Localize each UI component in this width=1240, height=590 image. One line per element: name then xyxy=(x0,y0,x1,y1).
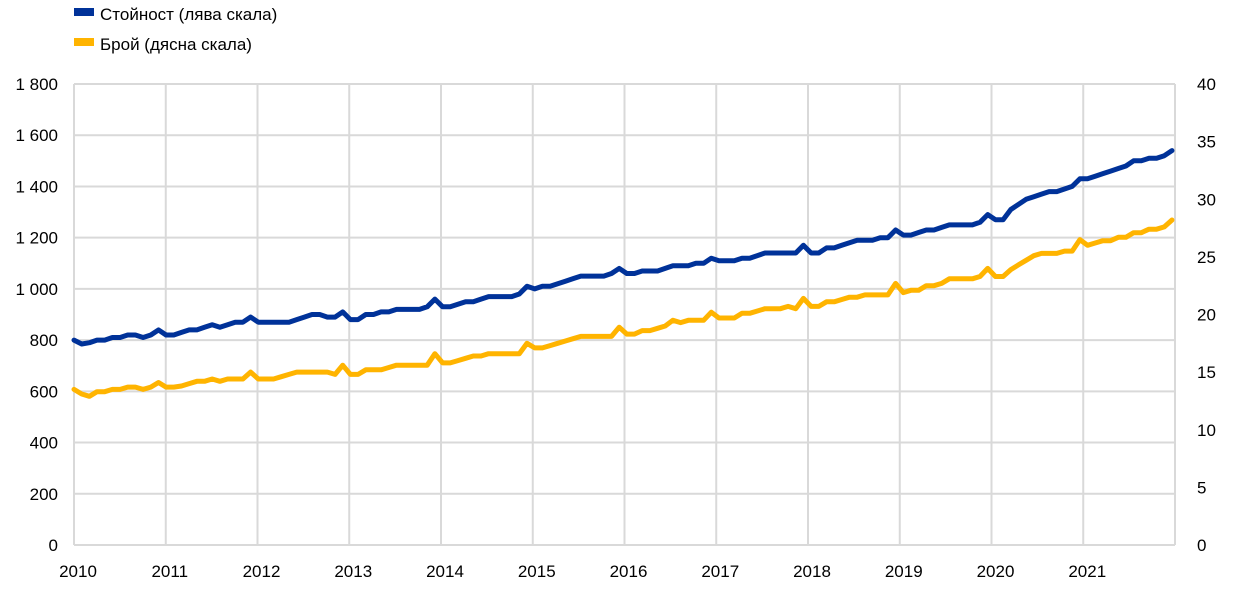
right-tick-label: 15 xyxy=(1197,363,1216,382)
x-tick-label: 2012 xyxy=(243,562,281,581)
series-lines xyxy=(71,148,1175,399)
right-tick-label: 20 xyxy=(1197,306,1216,325)
x-tick-label: 2018 xyxy=(793,562,831,581)
left-tick-label: 1 200 xyxy=(15,229,58,248)
series-line-count xyxy=(71,217,1175,399)
x-tick-label: 2020 xyxy=(977,562,1015,581)
series-line-value xyxy=(71,148,1175,347)
left-tick-label: 200 xyxy=(30,485,58,504)
right-tick-label: 30 xyxy=(1197,190,1216,209)
gridlines xyxy=(73,83,1176,546)
x-tick-label: 2021 xyxy=(1068,562,1106,581)
legend: Стойност (лява скала) Брой (дясна скала) xyxy=(74,5,277,54)
axes: 0 200 400 600 800 1 000 1 200 1 400 1 600 1 800 0 5… xyxy=(15,75,1215,581)
right-tick-label: 10 xyxy=(1197,421,1216,440)
left-tick-label: 600 xyxy=(30,382,58,401)
left-tick-label: 800 xyxy=(30,331,58,350)
legend-label-value: Стойност (лява скала) xyxy=(100,5,277,24)
left-tick-label: 400 xyxy=(30,434,58,453)
legend-label-count: Брой (дясна скала) xyxy=(100,35,252,54)
x-tick-label: 2013 xyxy=(334,562,372,581)
left-tick-label: 1 800 xyxy=(15,75,58,94)
x-tick-label: 2011 xyxy=(151,562,188,581)
legend-swatch-count xyxy=(74,38,94,46)
x-tick-label: 2017 xyxy=(701,562,739,581)
left-tick-label: 0 xyxy=(49,536,58,555)
x-tick-label: 2010 xyxy=(59,562,97,581)
right-tick-label: 25 xyxy=(1197,248,1216,267)
x-tick-label: 2016 xyxy=(610,562,648,581)
x-tick-label: 2014 xyxy=(426,562,464,581)
right-tick-label: 0 xyxy=(1197,536,1206,555)
right-tick-label: 40 xyxy=(1197,75,1216,94)
x-tick-label: 2015 xyxy=(518,562,556,581)
left-tick-label: 1 000 xyxy=(15,280,58,299)
legend-swatch-value xyxy=(74,8,94,16)
left-tick-label: 1 600 xyxy=(15,126,58,145)
right-tick-label: 5 xyxy=(1197,478,1206,497)
x-tick-label: 2019 xyxy=(885,562,923,581)
right-tick-label: 35 xyxy=(1197,133,1216,152)
left-tick-label: 1 400 xyxy=(15,177,58,196)
